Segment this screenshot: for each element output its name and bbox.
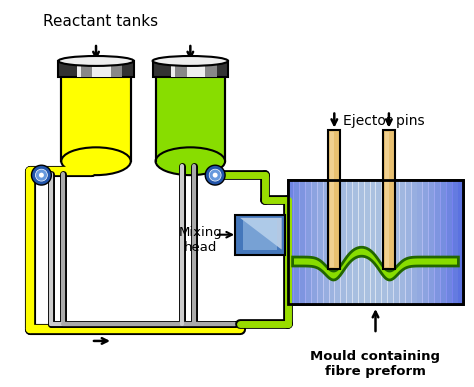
Bar <box>58 61 134 77</box>
Ellipse shape <box>155 147 225 175</box>
Text: Reactant tanks: Reactant tanks <box>44 14 158 29</box>
Bar <box>81 61 92 77</box>
Bar <box>323 180 329 304</box>
Bar <box>205 61 217 77</box>
Bar <box>317 180 324 304</box>
Ellipse shape <box>61 71 131 83</box>
Bar <box>346 180 353 304</box>
Bar <box>243 220 277 250</box>
Bar <box>288 180 464 304</box>
Bar <box>457 180 465 304</box>
Bar <box>446 180 453 304</box>
Circle shape <box>205 165 225 185</box>
Bar <box>305 180 312 304</box>
Bar <box>288 180 464 304</box>
Ellipse shape <box>155 71 225 83</box>
Bar <box>452 180 458 304</box>
Bar <box>422 180 429 304</box>
Circle shape <box>39 173 44 178</box>
Circle shape <box>213 173 218 178</box>
Bar <box>293 180 301 304</box>
Ellipse shape <box>153 56 228 66</box>
Bar <box>405 180 411 304</box>
Bar <box>172 61 209 77</box>
Bar <box>364 180 371 304</box>
Bar <box>393 180 400 304</box>
Bar <box>370 180 376 304</box>
Bar <box>335 180 341 304</box>
Bar <box>155 77 225 161</box>
Bar <box>61 77 131 161</box>
Bar <box>417 180 423 304</box>
Bar <box>385 132 389 267</box>
Ellipse shape <box>58 56 134 66</box>
Bar <box>428 180 435 304</box>
Bar <box>328 180 336 304</box>
Bar <box>77 61 115 77</box>
Ellipse shape <box>61 147 131 175</box>
Bar <box>440 180 447 304</box>
Bar <box>300 180 306 304</box>
Circle shape <box>31 165 51 185</box>
Bar <box>111 61 122 77</box>
Polygon shape <box>292 247 458 280</box>
Bar <box>311 180 318 304</box>
Bar <box>399 180 406 304</box>
Bar <box>358 180 365 304</box>
Bar <box>375 180 383 304</box>
Bar <box>328 130 340 269</box>
Bar <box>382 180 388 304</box>
Bar <box>352 180 359 304</box>
Text: Mixing
head: Mixing head <box>178 226 222 253</box>
Bar <box>410 180 418 304</box>
Bar <box>153 61 228 77</box>
Polygon shape <box>240 218 282 250</box>
Bar <box>288 180 294 304</box>
Bar <box>235 215 285 255</box>
Bar <box>387 180 394 304</box>
Bar <box>434 180 441 304</box>
Circle shape <box>209 169 221 181</box>
Bar <box>330 132 334 267</box>
Bar <box>383 130 395 269</box>
Bar <box>340 180 347 304</box>
Text: Mould containing
fibre preform: Mould containing fibre preform <box>310 350 440 378</box>
Bar <box>175 61 187 77</box>
Text: Ejector pins: Ejector pins <box>343 113 425 128</box>
Circle shape <box>36 169 47 181</box>
